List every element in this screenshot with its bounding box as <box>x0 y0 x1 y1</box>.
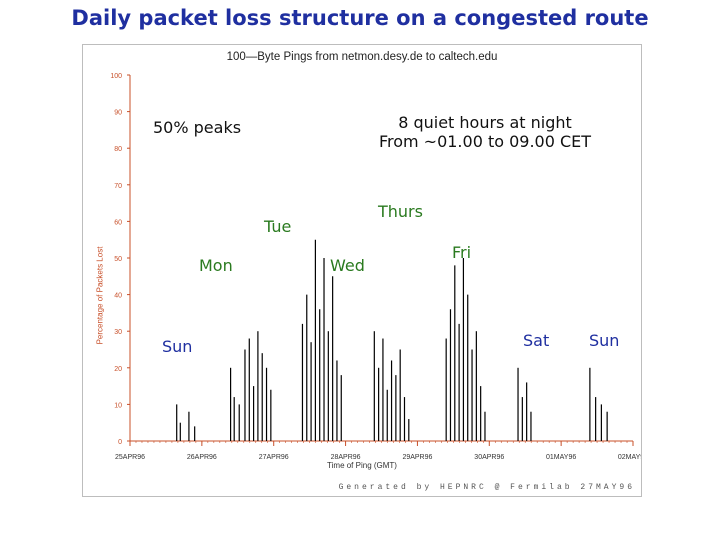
x-axis-label: Time of Ping (GMT) <box>327 461 397 470</box>
x-tick-label: 30APR96 <box>474 454 504 461</box>
chart-frame: 100—Byte Pings from netmon.desy.de to ca… <box>82 44 642 497</box>
y-tick-label: 30 <box>114 329 122 336</box>
annotation-quiet-line1: 8 quiet hours at night <box>398 113 572 132</box>
y-tick-label: 0 <box>118 439 122 446</box>
day-label-sat: Sat <box>523 331 550 350</box>
y-tick-label: 60 <box>114 219 122 226</box>
annotation-quiet-hours: 8 quiet hours at night From ~01.00 to 09… <box>362 113 608 151</box>
y-tick-label: 20 <box>114 366 122 373</box>
day-label-tue: Tue <box>264 217 292 236</box>
x-tick-label: 26APR96 <box>187 454 217 461</box>
x-tick-label: 28APR96 <box>331 454 361 461</box>
y-tick-label: 10 <box>114 402 122 409</box>
x-tick-label: 25APR96 <box>115 454 145 461</box>
day-label-sun: Sun <box>162 337 193 356</box>
x-tick-label: 29APR96 <box>402 454 432 461</box>
x-tick-label: 02MAY96 <box>618 454 641 461</box>
slide-title: Daily packet loss structure on a congest… <box>71 6 649 30</box>
day-label-mon: Mon <box>199 256 233 275</box>
day-label-sun-end: Sun <box>589 331 620 350</box>
y-tick-label: 40 <box>114 293 122 300</box>
y-tick-label: 90 <box>114 110 122 117</box>
day-label-fri: Fri <box>452 243 472 262</box>
y-tick-label: 80 <box>114 146 122 153</box>
day-label-wed: Wed <box>330 256 365 275</box>
y-tick-label: 70 <box>114 183 122 190</box>
x-tick-label: 27APR96 <box>259 454 289 461</box>
day-label-thurs: Thurs <box>378 202 423 221</box>
footer-credit: Generated by HEPNRC @ Fermilab 27MAY96 <box>338 483 635 492</box>
y-tick-label: 100 <box>110 73 122 80</box>
annotation-quiet-line2: From ~01.00 to 09.00 CET <box>378 132 592 151</box>
annotation-peaks: 50% peaks <box>153 118 242 137</box>
chart-title: 100—Byte Pings from netmon.desy.de to ca… <box>226 51 498 63</box>
packet-loss-chart: 0 10 20 30 40 50 60 70 80 90 100 25APR96 26APR96 27AP… <box>110 73 641 461</box>
x-tick-label: 01MAY96 <box>546 454 576 461</box>
y-tick-label: 50 <box>114 256 122 263</box>
